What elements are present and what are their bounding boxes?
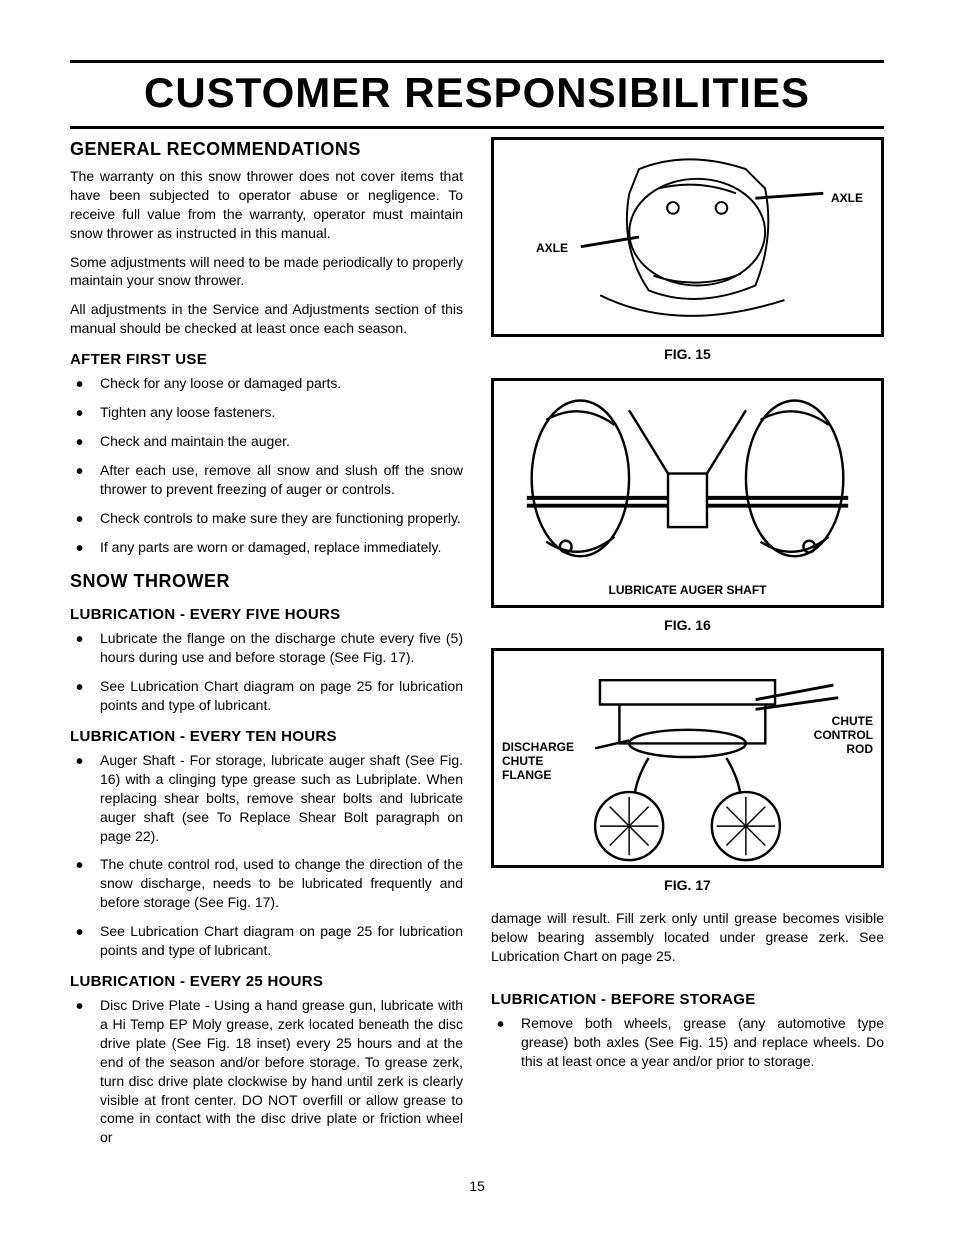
continuation-text: damage will result. Fill zerk only until… xyxy=(491,909,884,966)
list-item: Tighten any loose fasteners. xyxy=(70,403,463,422)
fig17-label-discharge3: FLANGE xyxy=(502,767,551,783)
heading-lub25: LUBRICATION - EVERY 25 HOURS xyxy=(70,972,463,992)
heading-snow-thrower: SNOW THROWER xyxy=(70,569,463,593)
list-item: See Lubrication Chart diagram on page 25… xyxy=(70,922,463,960)
figure-16-drawing xyxy=(494,381,881,605)
fig17-label-chute3: ROD xyxy=(846,741,873,757)
heading-lub5: LUBRICATION - EVERY FIVE HOURS xyxy=(70,605,463,625)
lub-storage-list: Remove both wheels, grease (any automoti… xyxy=(491,1014,884,1071)
fig17-caption: FIG. 17 xyxy=(491,876,884,895)
fig16-caption: FIG. 16 xyxy=(491,616,884,635)
list-item: Check for any loose or damaged parts. xyxy=(70,374,463,393)
list-item: If any parts are worn or damaged, replac… xyxy=(70,538,463,557)
list-item: After each use, remove all snow and slus… xyxy=(70,461,463,499)
page-number: 15 xyxy=(70,1177,884,1196)
list-item: See Lubrication Chart diagram on page 25… xyxy=(70,677,463,715)
figure-17-drawing xyxy=(494,651,881,865)
heading-lub10: LUBRICATION - EVERY TEN HOURS xyxy=(70,727,463,747)
fig15-label-axle-right: AXLE xyxy=(831,190,863,206)
list-item: Check and maintain the auger. xyxy=(70,432,463,451)
general-p3: All adjustments in the Service and Adjus… xyxy=(70,300,463,338)
figure-16-box: LUBRICATE AUGER SHAFT xyxy=(491,378,884,608)
lub5-list: Lubricate the flange on the discharge ch… xyxy=(70,629,463,715)
general-p2: Some adjustments will need to be made pe… xyxy=(70,253,463,291)
general-p1: The warranty on this snow thrower does n… xyxy=(70,167,463,243)
figure-15-box: AXLE AXLE xyxy=(491,137,884,337)
heading-after-first-use: AFTER FIRST USE xyxy=(70,350,463,370)
lub25-list: Disc Drive Plate - Using a hand grease g… xyxy=(70,996,463,1147)
lub10-list: Auger Shaft - For storage, lubricate aug… xyxy=(70,751,463,960)
list-item: Disc Drive Plate - Using a hand grease g… xyxy=(70,996,463,1147)
figure-17-box: DISCHARGE CHUTE FLANGE CHUTE CONTROL ROD xyxy=(491,648,884,868)
after-first-use-list: Check for any loose or damaged parts. Ti… xyxy=(70,374,463,556)
list-item: Auger Shaft - For storage, lubricate aug… xyxy=(70,751,463,845)
list-item: Lubricate the flange on the discharge ch… xyxy=(70,629,463,667)
right-column: AXLE AXLE FIG. 15 xyxy=(491,137,884,1158)
two-column-layout: GENERAL RECOMMENDATIONS The warranty on … xyxy=(70,137,884,1158)
page-title: CUSTOMER RESPONSIBILITIES xyxy=(70,60,884,129)
heading-general: GENERAL RECOMMENDATIONS xyxy=(70,137,463,161)
left-column: GENERAL RECOMMENDATIONS The warranty on … xyxy=(70,137,463,1158)
list-item: The chute control rod, used to change th… xyxy=(70,855,463,912)
fig16-label-lubricate: LUBRICATE AUGER SHAFT xyxy=(609,582,767,598)
heading-lub-storage: LUBRICATION - BEFORE STORAGE xyxy=(491,990,884,1010)
fig15-label-axle-left: AXLE xyxy=(536,240,568,256)
list-item: Remove both wheels, grease (any automoti… xyxy=(491,1014,884,1071)
list-item: Check controls to make sure they are fun… xyxy=(70,509,463,528)
figure-15-drawing xyxy=(494,140,881,334)
fig15-caption: FIG. 15 xyxy=(491,345,884,364)
